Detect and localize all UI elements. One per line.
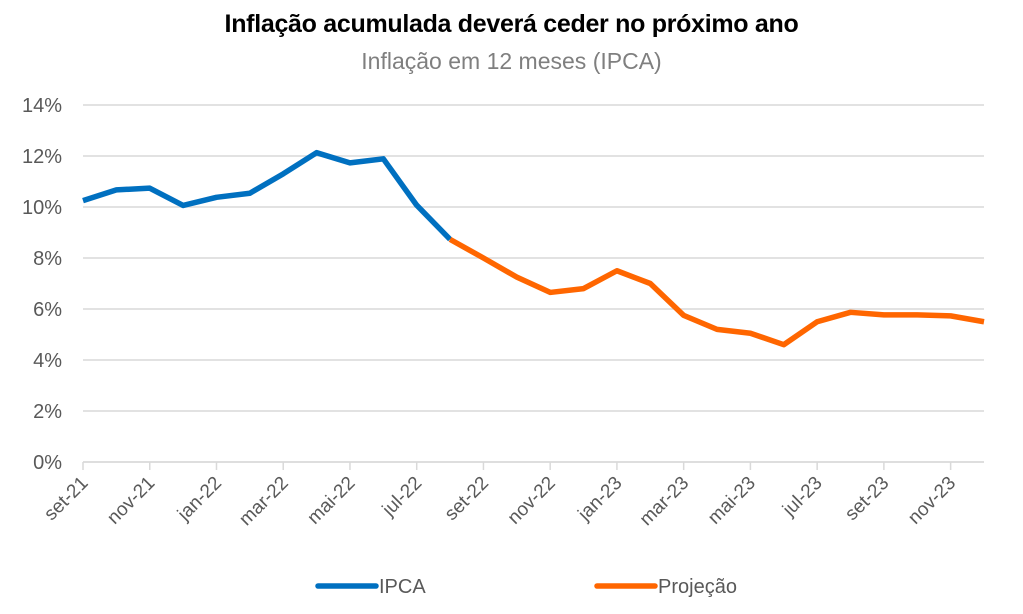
x-tick-label: mar-22 (235, 473, 292, 530)
legend-label: IPCA (379, 576, 426, 598)
y-axis: 0% 2% 4% 6% 8% 10% 12% 14% (22, 95, 62, 474)
y-tick-label: 14% (22, 95, 62, 117)
x-tick-label: jan-22 (173, 473, 226, 526)
x-tick-label: nov-21 (103, 473, 159, 529)
y-tick-label: 6% (33, 299, 62, 321)
gridlines (83, 104, 984, 463)
x-tick-label: jul-23 (778, 473, 826, 521)
legend-item-projecao: Projeção (594, 576, 737, 598)
x-tick-label: jan-23 (574, 473, 627, 526)
x-tick-label: set-23 (841, 473, 893, 525)
series-ipca (82, 149, 453, 242)
y-tick-label: 10% (22, 197, 62, 219)
x-tick-label: set-22 (441, 473, 493, 525)
y-tick-label: 4% (33, 350, 62, 372)
x-tick-label: jul-22 (378, 473, 426, 521)
chart-subtitle: Inflação em 12 meses (IPCA) (361, 48, 662, 74)
series-line (448, 236, 985, 348)
y-tick-label: 0% (33, 452, 62, 474)
x-tick-label: nov-22 (504, 473, 560, 529)
x-tick-label: mai-22 (304, 473, 360, 529)
legend-item-ipca: IPCA (315, 576, 426, 598)
x-tick-label: mar-23 (636, 473, 693, 530)
series-projecao (448, 236, 985, 348)
x-tick-label: nov-23 (904, 473, 960, 529)
legend-label: Projeção (658, 576, 737, 598)
x-axis: set-21 nov-21 jan-22 mar-22 mai-22 jul-22 set-… (40, 461, 984, 530)
y-tick-label: 8% (33, 248, 62, 270)
chart-title: Inflação acumulada deverá ceder no próxi… (224, 10, 799, 38)
series-lines (82, 149, 985, 348)
series-line (82, 149, 453, 242)
y-tick-label: 2% (33, 401, 62, 423)
y-tick-label: 12% (22, 146, 62, 168)
x-tick-label: mai-23 (704, 473, 760, 529)
x-tick-label: set-21 (40, 473, 92, 525)
legend: IPCA Projeção (315, 576, 737, 598)
